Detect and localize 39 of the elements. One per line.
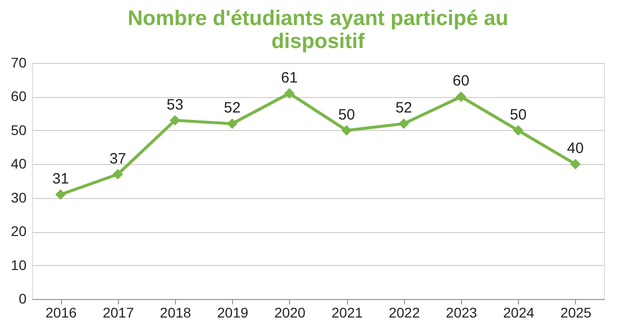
y-tick-label: 70 — [10, 54, 27, 70]
y-tick-label: 10 — [10, 256, 27, 273]
x-tick-label: 2021 — [332, 304, 363, 320]
point — [570, 158, 581, 170]
x-tick-label: 2017 — [102, 304, 134, 320]
point — [398, 118, 410, 129]
point — [55, 189, 66, 200]
y-tick-label: 40 — [10, 156, 27, 172]
x-tick-label: 2024 — [503, 304, 534, 320]
data-label: 37 — [109, 150, 126, 168]
y-tick-label: 30 — [10, 189, 27, 206]
x-tick-label: 2016 — [46, 304, 77, 320]
data-label: 52 — [395, 100, 412, 117]
point — [112, 169, 124, 180]
point — [512, 125, 524, 136]
x-tick-label: 2022 — [388, 304, 420, 320]
point — [170, 115, 180, 126]
x-tick-label: 2018 — [160, 304, 192, 320]
data-label: 31 — [52, 170, 69, 188]
data-label: 50 — [338, 106, 355, 124]
x-tick-label: 2023 — [446, 304, 478, 320]
data-label: 52 — [224, 100, 241, 117]
point — [456, 91, 466, 102]
data-label: 61 — [281, 69, 298, 86]
y-tick-label: 20 — [10, 223, 27, 240]
x-tick-label: 2019 — [217, 304, 248, 320]
data-label: 50 — [510, 106, 527, 124]
data-label: 53 — [166, 96, 184, 114]
data-label: 60 — [452, 72, 470, 90]
chart-title: Nombre d'étudiants ayant participé au dispositif — [128, 7, 508, 53]
point — [226, 118, 238, 129]
y-tick-label: 60 — [10, 88, 27, 104]
point — [284, 88, 295, 99]
x-tick-label: 2020 — [274, 304, 306, 320]
y-tick-label: 0 — [18, 290, 27, 306]
y-tick-label: 50 — [10, 122, 27, 138]
x-tick-label: 2025 — [560, 304, 592, 320]
data-label: 40 — [567, 140, 584, 158]
point — [341, 125, 352, 136]
